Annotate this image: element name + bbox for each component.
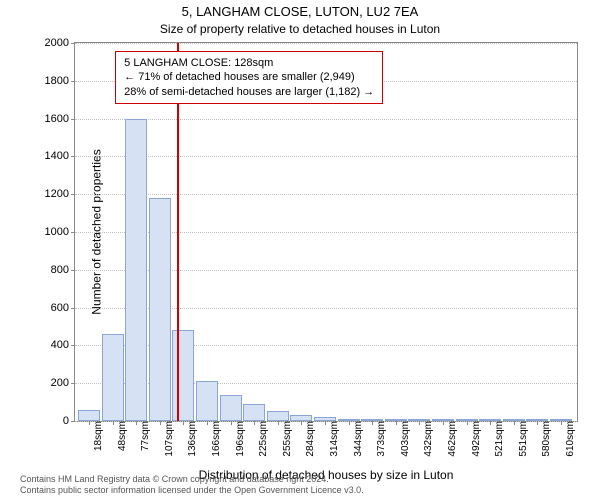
- xtick-label: 166sqm: [207, 421, 222, 457]
- ytick-mark: [71, 421, 75, 422]
- ytick-label: 200: [51, 377, 69, 389]
- xtick-label: 77sqm: [136, 421, 151, 451]
- xtick-label: 403sqm: [396, 421, 411, 457]
- xtick-label: 344sqm: [349, 421, 364, 457]
- annotation-line-1: 5 LANGHAM CLOSE: 128sqm: [124, 56, 374, 70]
- xtick-label: 284sqm: [301, 421, 316, 457]
- ytick-label: 2000: [45, 37, 69, 49]
- ytick-mark: [71, 194, 75, 195]
- xtick-label: 580sqm: [537, 421, 552, 457]
- ytick-mark: [71, 119, 75, 120]
- ytick-label: 1400: [45, 150, 69, 162]
- xtick-label: 225sqm: [254, 421, 269, 457]
- ytick-label: 600: [51, 302, 69, 314]
- gridline: [75, 156, 577, 157]
- ytick-mark: [71, 345, 75, 346]
- xtick-label: 432sqm: [419, 421, 434, 457]
- xtick-label: 373sqm: [372, 421, 387, 457]
- gridline: [75, 43, 577, 44]
- ytick-mark: [71, 308, 75, 309]
- gridline: [75, 119, 577, 120]
- annotation-box: 5 LANGHAM CLOSE: 128sqm ← 71% of detache…: [115, 51, 383, 104]
- ytick-mark: [71, 81, 75, 82]
- bar: [102, 334, 124, 421]
- bar: [125, 119, 147, 421]
- xtick-label: 107sqm: [160, 421, 175, 457]
- ytick-mark: [71, 156, 75, 157]
- ytick-label: 1600: [45, 113, 69, 125]
- xtick-label: 492sqm: [467, 421, 482, 457]
- page-title: 5, LANGHAM CLOSE, LUTON, LU2 7EA: [0, 4, 600, 19]
- gridline: [75, 194, 577, 195]
- ytick-mark: [71, 383, 75, 384]
- bar: [243, 404, 265, 421]
- bar: [267, 411, 289, 421]
- footer-line-1: Contains HM Land Registry data © Crown c…: [20, 474, 364, 485]
- ytick-label: 400: [51, 339, 69, 351]
- annotation-line-3: 28% of semi-detached houses are larger (…: [124, 85, 374, 99]
- xtick-label: 18sqm: [89, 421, 104, 451]
- annotation-line-2: ← 71% of detached houses are smaller (2,…: [124, 70, 374, 84]
- ytick-mark: [71, 43, 75, 44]
- bar: [78, 410, 100, 421]
- xtick-label: 136sqm: [183, 421, 198, 457]
- page-subtitle: Size of property relative to detached ho…: [0, 22, 600, 36]
- ytick-label: 1200: [45, 188, 69, 200]
- xtick-label: 462sqm: [443, 421, 458, 457]
- chart-plot-area: 020040060080010001200140016001800200018s…: [74, 42, 578, 422]
- xtick-label: 196sqm: [231, 421, 246, 457]
- xtick-label: 551sqm: [514, 421, 529, 457]
- bar: [172, 330, 194, 421]
- xtick-label: 314sqm: [325, 421, 340, 457]
- ytick-label: 0: [63, 415, 69, 427]
- ytick-mark: [71, 270, 75, 271]
- xtick-label: 48sqm: [113, 421, 128, 451]
- xtick-label: 610sqm: [561, 421, 576, 457]
- bar: [196, 381, 218, 421]
- ytick-label: 1800: [45, 75, 69, 87]
- xtick-label: 255sqm: [278, 421, 293, 457]
- bar: [220, 395, 242, 421]
- footer-attribution: Contains HM Land Registry data © Crown c…: [20, 474, 364, 497]
- ytick-label: 1000: [45, 226, 69, 238]
- ytick-label: 800: [51, 264, 69, 276]
- bar: [149, 198, 171, 421]
- xtick-label: 521sqm: [490, 421, 505, 457]
- ytick-mark: [71, 232, 75, 233]
- footer-line-2: Contains public sector information licen…: [20, 485, 364, 496]
